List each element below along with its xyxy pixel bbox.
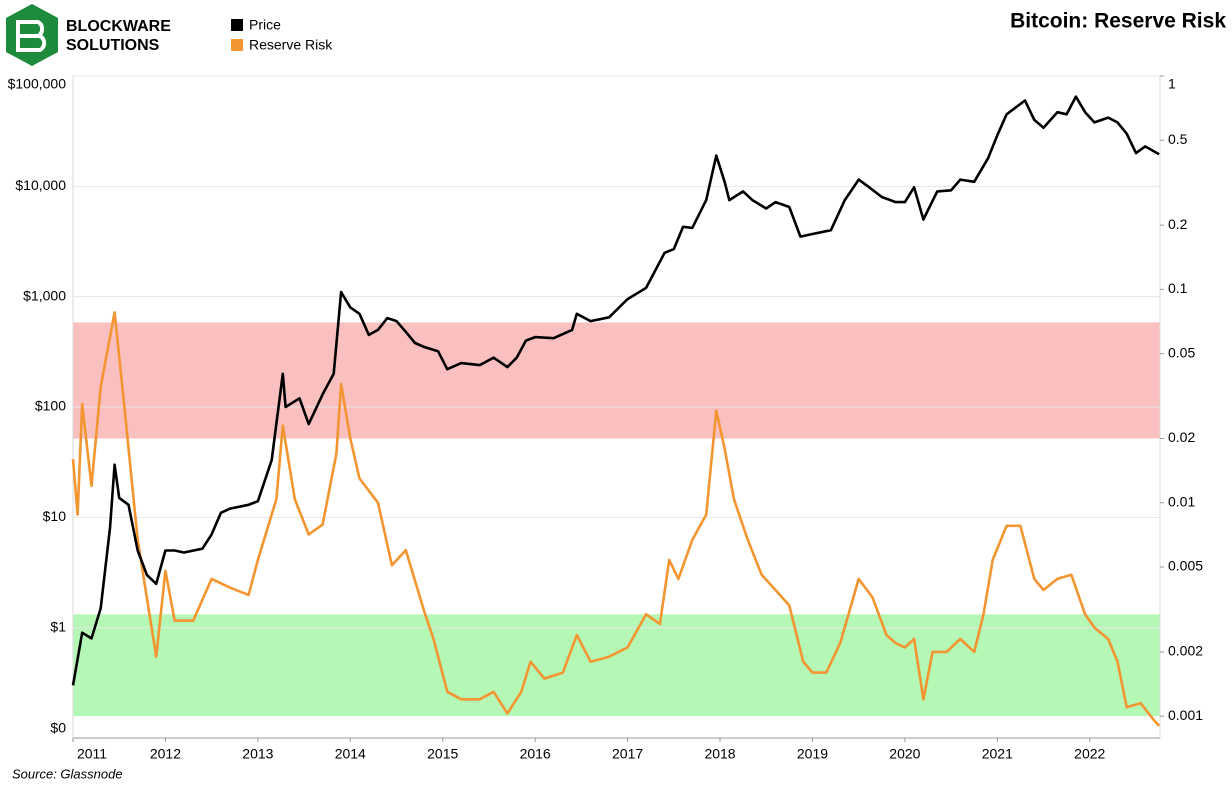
legend-swatch — [231, 39, 243, 51]
legend-label: Reserve Risk — [249, 37, 333, 53]
y-tick-label: $100,000 — [8, 76, 67, 92]
y2-tick-label: 0.1 — [1168, 280, 1188, 296]
y2-tick-label: 0.2 — [1168, 216, 1188, 232]
x-tick-label: 2019 — [797, 746, 828, 762]
y2-tick-label: 1 — [1168, 76, 1176, 92]
logo-mark — [16, 20, 47, 52]
y-tick-label: $1,000 — [23, 287, 66, 303]
x-tick-label: 2020 — [889, 746, 920, 762]
y2-tick-label: 0.01 — [1168, 493, 1195, 509]
x-tick-label: 2018 — [704, 746, 735, 762]
y-tick-label: $100 — [35, 398, 66, 414]
source-note: Source: Glassnode — [12, 766, 123, 781]
x-tick-label: 2017 — [612, 746, 643, 762]
y2-tick-label: 0.002 — [1168, 643, 1203, 659]
x-tick-label: 2013 — [242, 746, 273, 762]
zone-band — [73, 614, 1160, 717]
y2-tick-label: 0.001 — [1168, 707, 1203, 723]
chart-title: Bitcoin: Reserve Risk — [1010, 10, 1226, 33]
y-tick-label: $10 — [43, 508, 67, 524]
y-tick-label: $10,000 — [15, 177, 66, 193]
logo: BLOCKWARE SOLUTIONS — [6, 4, 171, 66]
y-tick-label: $0 — [50, 720, 66, 736]
y2-tick-label: 0.5 — [1168, 131, 1188, 147]
x-tick-label: 2011 — [77, 746, 107, 762]
x-tick-label: 2016 — [520, 746, 551, 762]
y2-tick-label: 0.005 — [1168, 558, 1203, 574]
y2-tick-label: 0.02 — [1168, 429, 1195, 445]
series-line — [71, 95, 1160, 686]
zone-band — [73, 322, 1160, 439]
x-tick-label: 2022 — [1074, 746, 1105, 762]
legend-swatch — [231, 19, 243, 31]
logo-text: SOLUTIONS — [66, 37, 160, 54]
legend-label: Price — [249, 17, 281, 33]
y2-tick-label: 0.05 — [1168, 344, 1195, 360]
x-tick-label: 2021 — [982, 746, 1013, 762]
y-tick-label: $1 — [50, 618, 66, 634]
logo-text: BLOCKWARE — [66, 18, 171, 35]
x-tick-label: 2014 — [335, 746, 366, 762]
x-tick-label: 2012 — [150, 746, 181, 762]
x-tick-label: 2015 — [427, 746, 458, 762]
series-line — [71, 311, 1161, 727]
